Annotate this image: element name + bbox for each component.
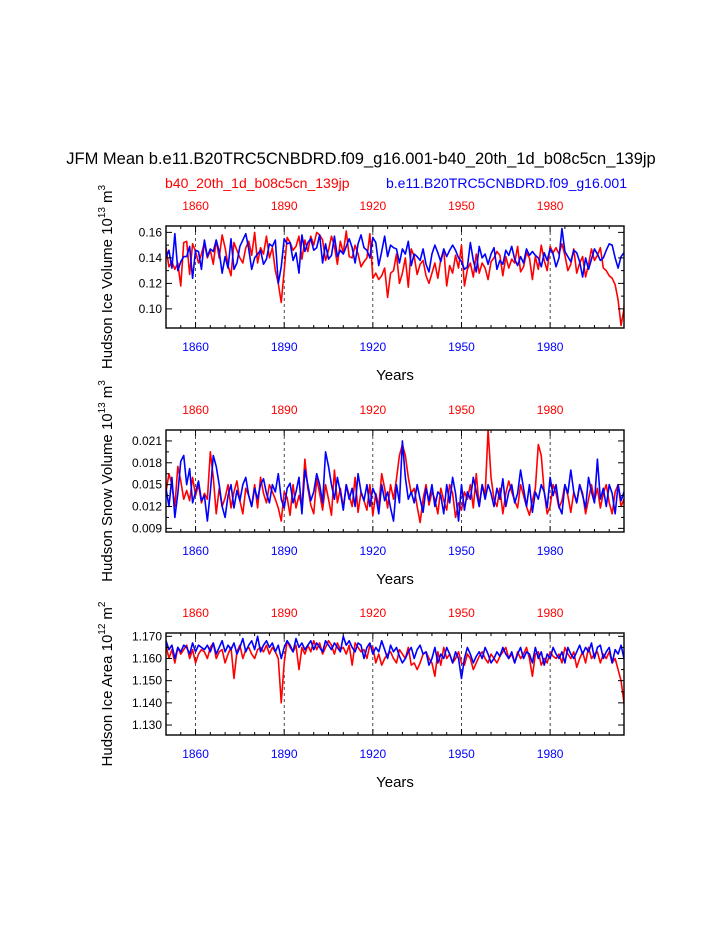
y-tick-label: 1.150 — [132, 674, 162, 688]
panel-ice-area: 1.130 1.140 1.150 1.160 1.170 1860 1860 1890 189… — [97, 601, 625, 791]
y-axis-label-unit: m — [99, 386, 116, 399]
x-tick-label-bottom: 1890 — [271, 747, 298, 761]
y-axis-label-unit: m — [99, 607, 116, 620]
x-axis-label: Years — [376, 367, 414, 384]
y-axis-label-base: Hudson Snow Volume 10 — [99, 413, 116, 581]
panel-snow-volume: 0.009 0.012 0.015 0.018 0.021 1860 1860 1890 189… — [97, 380, 625, 588]
x-tick-label-bottom: 1950 — [448, 544, 475, 558]
y-axis-label-unit: m — [99, 191, 116, 204]
x-tick-label-top: 1950 — [448, 606, 475, 620]
y-tick-label: 0.16 — [139, 225, 163, 239]
y-tick-label: 0.12 — [139, 276, 163, 290]
y-tick-label: 0.009 — [132, 521, 162, 535]
y-tick-label: 1.140 — [132, 696, 162, 710]
y-tick-label: 1.130 — [132, 718, 162, 732]
legend-red-run: b40_20th_1d_b08c5cn_139jp — [165, 175, 350, 191]
y-axis-label-exponent: 12 — [97, 623, 108, 635]
y-axis-label: Hudson Ice Volume 1013 m3 — [97, 185, 116, 370]
y-tick-label: 0.012 — [132, 500, 162, 514]
x-tick-label-top: 1890 — [271, 403, 298, 417]
x-tick-label-top: 1950 — [448, 403, 475, 417]
x-tick-label-bottom: 1890 — [271, 544, 298, 558]
y-tick-label: 0.018 — [132, 456, 162, 470]
x-tick-label-top: 1860 — [182, 606, 209, 620]
x-tick-label-bottom: 1860 — [182, 544, 209, 558]
y-axis-label-exponent: 13 — [97, 402, 108, 414]
x-tick-label-bottom: 1860 — [182, 340, 209, 354]
panel-ice-volume: 0.10 0.12 0.14 0.16 1860 1860 1890 1890 1920 1920… — [97, 185, 625, 384]
plot-frame — [165, 225, 625, 329]
x-tick-label-bottom: 1890 — [271, 340, 298, 354]
series-line-blue — [166, 635, 624, 680]
y-axis-label-base: Hudson Ice Area 10 — [99, 635, 116, 767]
x-axis-label: Years — [376, 571, 414, 588]
x-tick-label-bottom: 1980 — [537, 544, 564, 558]
y-tick-label: 1.170 — [132, 629, 162, 643]
y-axis-label-unit-exponent: 3 — [97, 185, 108, 191]
x-tick-label-bottom: 1950 — [448, 340, 475, 354]
y-tick-label: 0.015 — [132, 478, 162, 492]
x-tick-label-top: 1920 — [359, 199, 386, 213]
x-tick-label-top: 1860 — [182, 403, 209, 417]
legend-blue-run: b.e11.B20TRC5CNBDRD.f09_g16.001 — [386, 175, 627, 191]
y-axis-label-base: Hudson Ice Volume 10 — [99, 218, 116, 369]
x-axis-label: Years — [376, 774, 414, 791]
x-tick-label-top: 1860 — [182, 199, 209, 213]
x-tick-label-bottom: 1920 — [359, 340, 386, 354]
y-axis-label: Hudson Ice Area 1012 m2 — [97, 601, 116, 766]
x-tick-label-top: 1890 — [271, 199, 298, 213]
y-axis-label-unit-exponent: 2 — [97, 601, 108, 607]
y-axis-label-unit-exponent: 3 — [97, 380, 108, 386]
plot-frame — [165, 429, 625, 533]
figure-title: JFM Mean b.e11.B20TRC5CNBDRD.f09_g16.001… — [66, 150, 656, 168]
x-tick-label-top: 1980 — [537, 199, 564, 213]
y-axis-label: Hudson Snow Volume 1013 m3 — [97, 380, 116, 582]
x-tick-label-top: 1980 — [537, 403, 564, 417]
y-axis-label-exponent: 13 — [97, 207, 108, 219]
x-tick-label-bottom: 1920 — [359, 544, 386, 558]
x-tick-label-top: 1950 — [448, 199, 475, 213]
y-tick-label: 0.021 — [132, 434, 162, 448]
x-tick-label-bottom: 1980 — [537, 747, 564, 761]
x-tick-label-bottom: 1920 — [359, 747, 386, 761]
y-tick-label: 0.14 — [139, 251, 163, 265]
x-tick-label-bottom: 1980 — [537, 340, 564, 354]
y-tick-label: 1.160 — [132, 652, 162, 666]
x-tick-label-top: 1980 — [537, 606, 564, 620]
y-tick-label: 0.10 — [139, 302, 163, 316]
x-tick-label-top: 1890 — [271, 606, 298, 620]
x-tick-label-bottom: 1950 — [448, 747, 475, 761]
series-line-blue — [166, 227, 624, 285]
series-line-blue — [166, 440, 624, 522]
x-tick-label-bottom: 1860 — [182, 747, 209, 761]
x-tick-label-top: 1920 — [359, 606, 386, 620]
x-tick-label-top: 1920 — [359, 403, 386, 417]
plot-frame — [165, 632, 625, 736]
